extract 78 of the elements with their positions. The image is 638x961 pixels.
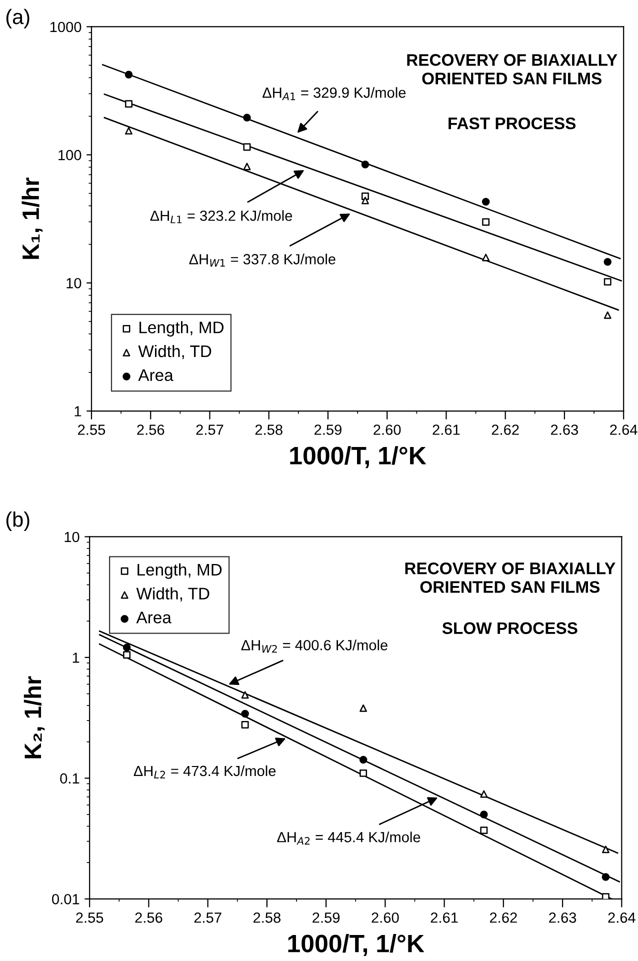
point	[604, 311, 612, 319]
point	[480, 810, 488, 818]
annotation: SLOW PROCESS	[442, 622, 578, 634]
legend-label: Width, TD	[138, 344, 212, 360]
point	[243, 162, 251, 170]
annotation: ΔH$_{A2}$ = 445.4 KJ/mole	[277, 832, 420, 845]
point	[124, 70, 133, 78]
y-axis-title: K₁, 1/hr	[22, 178, 43, 259]
point	[241, 710, 249, 718]
point	[243, 114, 251, 122]
x-tick-label: 2.58	[255, 424, 282, 435]
x-tick-label: 2.58	[253, 912, 280, 923]
point	[604, 258, 612, 266]
x-tick-label: 2.60	[372, 912, 399, 923]
y-axis-title: K₂, 1/hr	[24, 676, 45, 758]
y-tick-label: 0.01	[52, 894, 80, 904]
x-axis-title: 1000/T, 1/°K	[290, 446, 426, 468]
annotation: ΔH$_{W1}$ = 337.8 KJ/mole	[189, 254, 336, 267]
legend-label: Length, MD	[140, 321, 224, 337]
point	[361, 196, 369, 204]
point	[602, 846, 610, 854]
x-tick-label: 2.62	[490, 912, 517, 923]
point	[482, 218, 490, 226]
x-tick-label: 2.63	[551, 424, 578, 435]
legend-label: Area	[138, 369, 174, 382]
point	[122, 644, 131, 652]
chart-title: (b)	[6, 512, 30, 531]
point	[482, 254, 490, 262]
legend-label: Area	[136, 612, 172, 624]
point	[359, 756, 368, 764]
point	[243, 143, 251, 151]
point	[480, 790, 488, 798]
annotation: ΔH$_{L1}$ = 323.2 KJ/mole	[150, 210, 292, 224]
x-tick-label: 2.57	[196, 424, 224, 435]
y-tick-label: 1	[72, 652, 80, 663]
point	[125, 127, 132, 135]
y-tick-label: 10	[64, 532, 80, 542]
y-tick-label: 10	[66, 278, 82, 288]
annotation: FAST PROCESS	[448, 117, 576, 130]
chart-title: (a)	[6, 8, 30, 28]
y-tick-label: 1	[74, 406, 82, 416]
point	[361, 160, 370, 168]
x-tick-label: 2.62	[492, 424, 519, 435]
point	[125, 100, 132, 108]
annotation: RECOVERY OF BIAXIALLY ORIENTED SAN FILMS	[405, 562, 616, 593]
annotation: ΔH$_{L2}$ = 473.4 KJ/mole	[134, 765, 276, 778]
annotation: RECOVERY OF BIAXIALLY ORIENTED SAN FILMS	[407, 54, 618, 84]
x-tick-label: 2.56	[137, 424, 164, 435]
point	[480, 826, 488, 834]
point	[241, 691, 249, 699]
x-axis-title: 1000/T, 1/°K	[288, 934, 424, 956]
point	[360, 704, 368, 712]
point	[604, 278, 612, 286]
x-tick-label: 2.56	[135, 912, 162, 923]
point	[602, 873, 610, 881]
x-tick-label: 2.55	[76, 912, 104, 923]
y-tick-label: 1000	[50, 22, 82, 32]
point	[241, 721, 249, 728]
x-tick-label: 2.61	[430, 912, 458, 923]
x-tick-label: 2.59	[312, 912, 340, 923]
point	[602, 893, 610, 899]
legend-label: Width, TD	[136, 587, 210, 602]
x-tick-label: 2.61	[432, 424, 460, 435]
y-tick-label: 100	[58, 150, 82, 160]
x-tick-label: 2.60	[374, 424, 401, 435]
y-tick-label: 0.1	[60, 773, 80, 784]
annotation: ΔH$_{W2}$ = 400.6 KJ/mole	[241, 640, 388, 653]
point	[360, 769, 368, 777]
annotation: ΔH$_{A1}$ = 329.9 KJ/mole	[262, 87, 406, 100]
x-tick-label: 2.55	[78, 424, 106, 435]
x-tick-label: 2.64	[610, 424, 638, 435]
x-tick-label: 2.63	[549, 912, 576, 923]
x-tick-label: 2.59	[314, 424, 342, 435]
point	[482, 198, 490, 206]
point	[123, 651, 131, 659]
legend-label: Length, MD	[138, 563, 222, 579]
x-tick-label: 2.57	[194, 912, 222, 923]
x-tick-label: 2.64	[608, 912, 636, 923]
